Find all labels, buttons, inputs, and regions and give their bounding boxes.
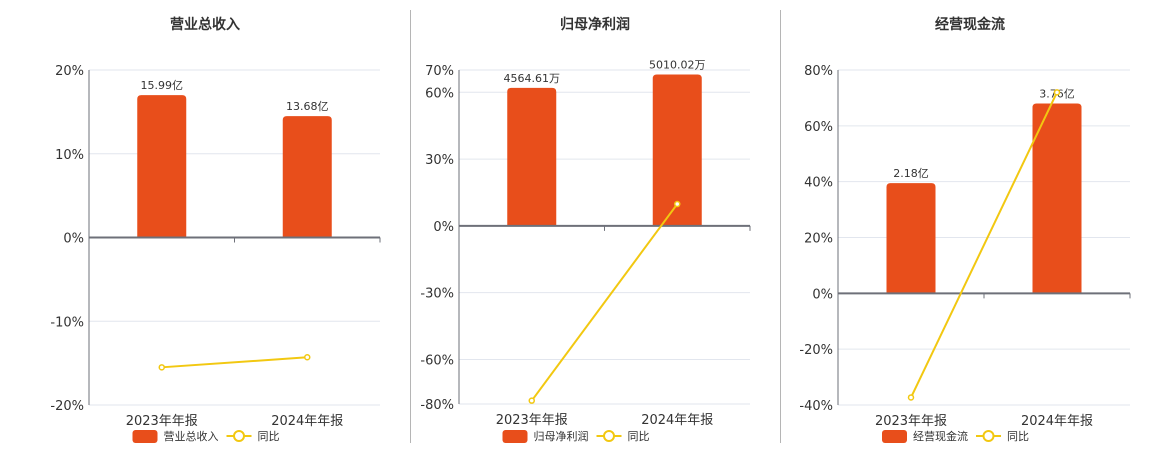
legend-bar-label: 营业总收入: [164, 429, 219, 443]
yoy-point[interactable]: [674, 200, 681, 208]
y-tick-label: -10%: [50, 315, 84, 330]
x-category-label: 2023年年报: [126, 414, 198, 429]
bar-value-label: 4564.61万: [504, 72, 561, 85]
yoy-point[interactable]: [158, 364, 165, 371]
chart-title: 归母净利润: [560, 17, 630, 33]
y-tick-label: 0%: [63, 232, 84, 247]
yoy-line: [910, 91, 1058, 398]
chart-1: 20% 10% 0% -10% -20% 15.99亿 2023年年报 13.68亿 2024年…: [50, 64, 381, 443]
legend-bar-label: 经营现金流: [913, 429, 968, 443]
legend[interactable]: 归母净利润 同比: [502, 429, 650, 443]
bar[interactable]: [652, 74, 702, 226]
y-tick-label: -20%: [799, 343, 833, 358]
chart-panel-revenue: 营业总收入: [0, 0, 410, 450]
chart-2: 70% 60% 30% 0% -30% -60% -80% 4564.61万 2023年年报 50…: [420, 58, 751, 443]
yoy-point[interactable]: [528, 397, 535, 404]
bar[interactable]: [137, 95, 187, 238]
legend-bar-swatch-icon: [132, 430, 158, 443]
y-tick-label: 80%: [804, 64, 833, 79]
y-tick-label: 10%: [55, 148, 84, 163]
y-tick-label: 20%: [55, 64, 84, 79]
legend-line-marker-icon: [603, 430, 615, 442]
legend-line-label: 同比: [1007, 430, 1029, 443]
x-category-label: 2023年年报: [875, 414, 947, 429]
legend[interactable]: 经营现金流 同比: [882, 429, 1029, 443]
x-category-label: 2023年年报: [496, 413, 568, 428]
x-category-label: 2024年年报: [1021, 414, 1093, 429]
legend-bar-swatch-icon: [502, 430, 528, 443]
bar-value-label: 15.99亿: [141, 79, 184, 92]
legend-line-label: 同比: [258, 430, 280, 443]
chart-panel-cash-flow: 经营现金流: [780, 0, 1160, 450]
bar[interactable]: [886, 183, 936, 294]
y-tick-label: -60%: [420, 353, 454, 368]
y-tick-label: -40%: [799, 399, 833, 414]
chart-3: 80%60%40%20%0%-20%-40%2.18亿2023年年报3.76亿2…: [799, 64, 1131, 443]
y-tick-label: 20%: [804, 232, 833, 247]
chart-title: 经营现金流: [935, 17, 1005, 33]
chart-panel-net-profit: 归母净利润: [410, 0, 780, 450]
legend[interactable]: 营业总收入 同比: [132, 429, 280, 443]
y-tick-label: -30%: [420, 287, 454, 302]
x-category-label: 2024年年报: [641, 413, 713, 428]
yoy-line: [161, 356, 308, 369]
legend-line-label: 同比: [628, 430, 650, 443]
bar-value-label: 5010.02万: [649, 58, 706, 71]
y-tick-label: 70%: [425, 64, 454, 79]
y-tick-label: 60%: [804, 120, 833, 135]
divider-2: [780, 10, 781, 443]
bar[interactable]: [507, 87, 557, 226]
bar-value-label: 13.68亿: [286, 100, 329, 113]
legend-bar-swatch-icon: [882, 430, 907, 443]
bar-value-label: 2.18亿: [893, 167, 929, 180]
yoy-line: [530, 203, 679, 402]
chart-title: 营业总收入: [170, 17, 240, 33]
legend-line-marker-icon: [982, 430, 995, 442]
yoy-point[interactable]: [304, 354, 311, 361]
yoy-point[interactable]: [1053, 89, 1061, 96]
y-tick-label: -20%: [50, 399, 84, 414]
y-tick-label: 0%: [812, 287, 833, 302]
legend-bar-label: 归母净利润: [534, 429, 589, 443]
legend-line-marker-icon: [233, 430, 245, 442]
y-tick-label: 60%: [425, 86, 454, 101]
x-category-label: 2024年年报: [271, 414, 343, 429]
bar[interactable]: [1032, 103, 1082, 294]
y-tick-label: 0%: [433, 220, 454, 235]
y-tick-label: 30%: [425, 153, 454, 168]
divider-1: [410, 10, 411, 443]
y-tick-label: 40%: [804, 176, 833, 191]
bar[interactable]: [282, 116, 332, 238]
y-tick-label: -80%: [420, 398, 454, 413]
yoy-point[interactable]: [907, 394, 915, 401]
